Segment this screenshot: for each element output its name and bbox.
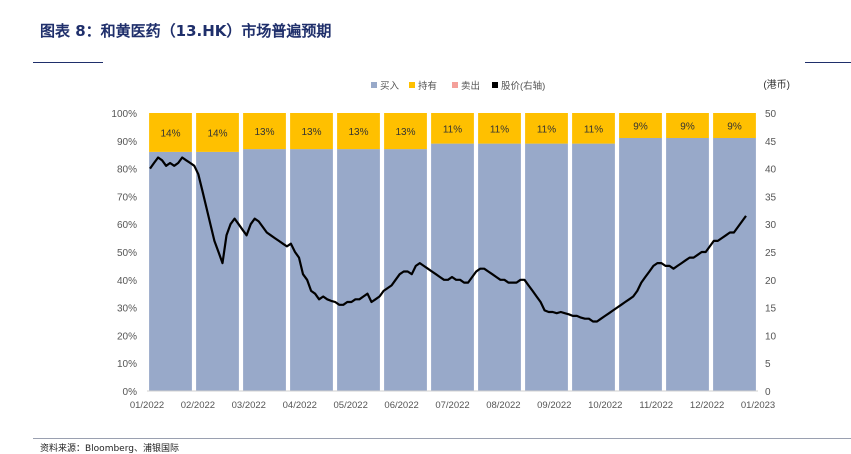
x-tick-label: 02/2022	[181, 400, 215, 411]
legend-swatch-1	[409, 82, 415, 88]
x-tick-label: 07/2022	[435, 400, 469, 411]
y-left-tick-label: 60%	[117, 220, 137, 231]
legend-label: 卖出	[461, 80, 480, 92]
data-label: 11%	[537, 124, 556, 135]
y-left-tick-label: 40%	[117, 276, 137, 287]
bar-segment-buy-6	[431, 143, 474, 391]
y-left-tick-label: 20%	[117, 331, 137, 342]
bar-segment-hold-12	[713, 113, 756, 138]
bar-segment-hold-11	[666, 113, 709, 138]
bar-segment-buy-9	[572, 143, 615, 391]
bar-segment-hold-6	[431, 113, 474, 144]
x-tick-label: 05/2022	[334, 400, 368, 411]
x-tick-label: 01/2022	[130, 400, 164, 411]
bar-segment-buy-12	[713, 138, 756, 391]
y-right-tick-label: 20	[765, 276, 777, 287]
bar-segment-buy-11	[666, 138, 709, 391]
data-label: 9%	[727, 122, 742, 133]
bar-segment-hold-10	[619, 113, 662, 138]
data-label: 13%	[348, 127, 368, 138]
y-left-tick-label: 80%	[117, 165, 137, 176]
data-label: 11%	[490, 124, 509, 135]
bar-segment-hold-5	[384, 113, 427, 150]
bar-segment-hold-2	[243, 113, 286, 150]
price-line	[149, 156, 747, 323]
title-underline-left	[33, 62, 103, 63]
y-right-tick-label: 25	[765, 248, 777, 259]
bar-segment-hold-4	[337, 113, 380, 150]
x-tick-label: 06/2022	[384, 400, 418, 411]
source-note: 资料来源：Bloomberg、浦银国际	[40, 444, 179, 454]
data-label: 13%	[301, 127, 321, 138]
bar-segment-buy-2	[243, 149, 286, 391]
data-label: 14%	[207, 129, 227, 140]
y-left-tick-label: 70%	[117, 192, 137, 203]
x-tick-label: 10/2022	[588, 400, 622, 411]
axes: 0% 10% 20% 30% 40% 50% 60% 70% 80% 90% 100% 0 5 10 15 2…	[111, 109, 776, 411]
legend-swatch-0	[371, 82, 377, 88]
bar-area: 14% 14% 13% 13% 13% 13% 11% 11% 11% 11% 9% 9% 9%	[149, 113, 756, 391]
data-label: 14%	[160, 129, 180, 140]
title-underline-right	[805, 62, 851, 63]
bar-segment-hold-9	[572, 113, 615, 144]
bar-segment-buy-8	[525, 143, 568, 391]
y-right-tick-label: 40	[765, 165, 777, 176]
y-right-tick-label: 50	[765, 109, 777, 120]
bar-segment-buy-5	[384, 149, 427, 391]
y-left-tick-label: 0%	[123, 387, 138, 398]
page-title: 图表 8：和黄医药（13.HK）市场普遍预期	[40, 22, 332, 40]
legend: 买入 持有 卖出 股价(右轴)	[371, 80, 545, 92]
x-tick-label: 03/2022	[232, 400, 266, 411]
bar-segment-hold-8	[525, 113, 568, 144]
bar-segment-hold-0	[149, 113, 192, 152]
bar-segment-hold-7	[478, 113, 521, 144]
bar-segment-hold-1	[196, 113, 239, 152]
y-left-tick-label: 90%	[117, 137, 137, 148]
x-tick-label: 08/2022	[486, 400, 520, 411]
y-right-tick-label: 0	[765, 387, 771, 398]
y-left-tick-label: 10%	[117, 359, 137, 370]
legend-label: 持有	[418, 80, 437, 92]
y-right-tick-label: 10	[765, 331, 777, 342]
data-label: 13%	[395, 127, 415, 138]
bar-segment-buy-4	[337, 149, 380, 391]
legend-swatch-2	[452, 82, 458, 88]
legend-label: 股价(右轴)	[501, 80, 545, 92]
x-tick-label: 11/2022	[639, 400, 673, 411]
y-left-tick-label: 100%	[111, 109, 137, 120]
legend-swatch-3	[492, 82, 498, 88]
legend-label: 买入	[380, 81, 400, 92]
data-label: 13%	[254, 127, 274, 138]
y-right-tick-label: 45	[765, 137, 777, 148]
bar-segment-hold-3	[290, 113, 333, 150]
y-right-tick-label: 30	[765, 220, 777, 231]
bar-segment-buy-0	[149, 151, 192, 391]
y-left-tick-label: 30%	[117, 304, 137, 315]
bar-segment-buy-7	[478, 143, 521, 391]
y-left-tick-label: 50%	[117, 248, 137, 259]
data-label: 11%	[584, 124, 603, 135]
right-axis-unit: (港币)	[763, 79, 790, 91]
x-tick-label: 12/2022	[690, 400, 724, 411]
y-right-tick-label: 15	[765, 304, 777, 315]
data-label: 9%	[680, 122, 695, 133]
x-tick-label: 04/2022	[283, 400, 317, 411]
data-label: 9%	[633, 122, 648, 133]
footer-divider	[33, 438, 851, 439]
y-right-tick-label: 5	[765, 359, 771, 370]
x-tick-label: 09/2022	[537, 400, 571, 411]
x-tick-label: 01/2023	[741, 400, 775, 411]
y-right-tick-label: 35	[765, 192, 777, 203]
data-label: 11%	[443, 124, 462, 135]
bar-segment-buy-3	[290, 149, 333, 391]
